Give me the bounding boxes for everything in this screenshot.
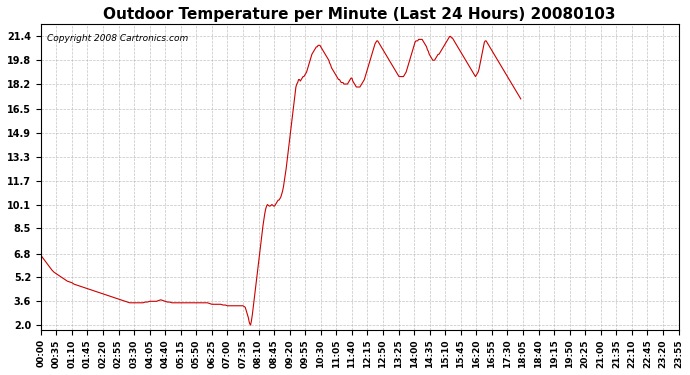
Text: Copyright 2008 Cartronics.com: Copyright 2008 Cartronics.com	[47, 34, 188, 43]
Title: Outdoor Temperature per Minute (Last 24 Hours) 20080103: Outdoor Temperature per Minute (Last 24 …	[104, 7, 616, 22]
